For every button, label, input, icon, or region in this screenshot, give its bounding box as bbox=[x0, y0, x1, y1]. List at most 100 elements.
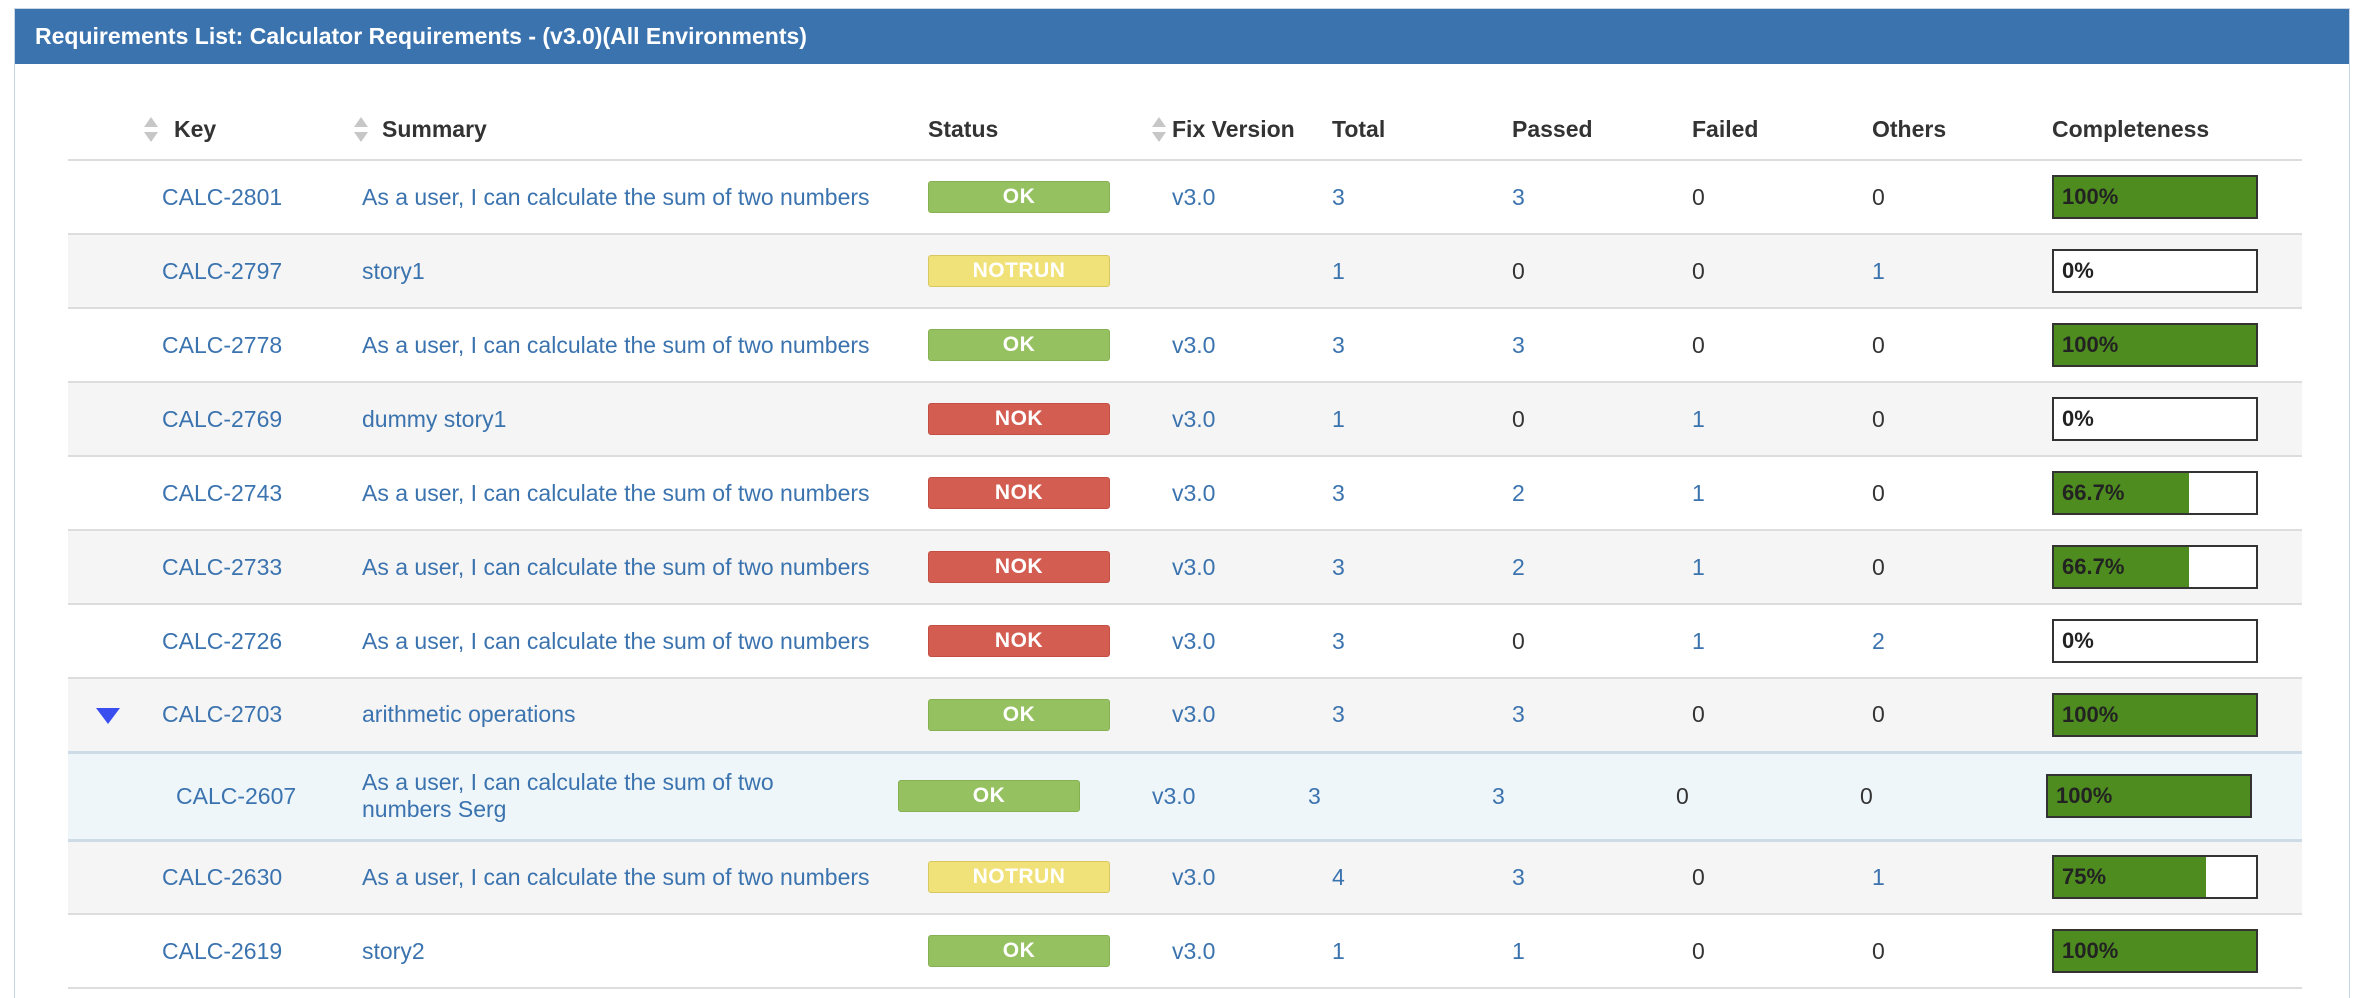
table-row: CALC-2619 story2 OK v3.0 1 1 0 0 100% bbox=[68, 914, 2302, 989]
total-count[interactable]: 3 bbox=[1332, 701, 1345, 728]
fix-version-link[interactable]: v3.0 bbox=[1172, 479, 1216, 506]
requirement-summary-link[interactable]: As a user, I can calculate the sum of tw… bbox=[362, 627, 870, 654]
others-count[interactable]: 1 bbox=[1872, 863, 1885, 890]
passed-count[interactable]: 3 bbox=[1492, 782, 1505, 809]
requirement-key-link[interactable]: CALC-2778 bbox=[162, 331, 283, 358]
fix-version-link[interactable]: v3.0 bbox=[1172, 627, 1216, 654]
total-count[interactable]: 3 bbox=[1332, 553, 1345, 580]
total-count[interactable]: 3 bbox=[1332, 627, 1345, 654]
passed-count[interactable]: 1 bbox=[1512, 937, 1525, 964]
passed-count[interactable]: 2 bbox=[1512, 479, 1525, 506]
status-cell: OK bbox=[928, 678, 1152, 753]
others-count: 0 bbox=[1872, 183, 1885, 210]
failed-count[interactable]: 1 bbox=[1692, 627, 1705, 654]
fix-version-link[interactable]: v3.0 bbox=[1152, 782, 1196, 809]
requirement-key-link[interactable]: CALC-2797 bbox=[162, 257, 283, 284]
requirement-key-link[interactable]: CALC-2743 bbox=[162, 479, 283, 506]
others-count[interactable]: 2 bbox=[1872, 627, 1885, 654]
passed-cell: 3 bbox=[1512, 308, 1692, 383]
completeness-fill bbox=[2054, 325, 2256, 365]
summary-header-label: Summary bbox=[382, 116, 487, 142]
fix-version-cell: v3.0 bbox=[1152, 308, 1332, 383]
fix-version-link[interactable]: v3.0 bbox=[1172, 183, 1216, 210]
requirement-summary-link[interactable]: story1 bbox=[362, 257, 425, 284]
failed-count[interactable]: 1 bbox=[1692, 405, 1705, 432]
table-row: CALC-2607 As a user, I can calculate the … bbox=[68, 750, 2302, 842]
expander-cell bbox=[68, 234, 162, 309]
total-count[interactable]: 1 bbox=[1332, 257, 1345, 284]
requirement-summary-link[interactable]: story2 bbox=[362, 937, 425, 964]
sort-icon[interactable] bbox=[354, 116, 368, 144]
passed-count: 0 bbox=[1512, 405, 1525, 432]
total-count[interactable]: 1 bbox=[1332, 405, 1345, 432]
requirement-key-link[interactable]: CALC-2630 bbox=[162, 863, 283, 890]
passed-count[interactable]: 3 bbox=[1512, 183, 1525, 210]
summary-column-header[interactable]: Summary bbox=[354, 100, 928, 161]
status-cell: OK bbox=[928, 914, 1152, 989]
status-badge: OK bbox=[928, 698, 1110, 731]
requirement-summary-link[interactable]: arithmetic operations bbox=[362, 701, 576, 728]
summary-cell: As a user, I can calculate the sum of tw… bbox=[362, 456, 928, 531]
passed-count[interactable]: 3 bbox=[1512, 701, 1525, 728]
key-cell: CALC-2743 bbox=[162, 456, 362, 531]
passed-count[interactable]: 2 bbox=[1512, 553, 1525, 580]
passed-cell: 3 bbox=[1492, 750, 1692, 842]
passed-cell: 2 bbox=[1512, 530, 1692, 605]
requirement-summary-link[interactable]: As a user, I can calculate the sum of tw… bbox=[362, 553, 870, 580]
summary-cell: As a user, I can calculate the sum of tw… bbox=[362, 308, 928, 383]
requirement-key-link[interactable]: CALC-2703 bbox=[162, 701, 283, 728]
others-count[interactable]: 1 bbox=[1872, 257, 1885, 284]
status-cell: OK bbox=[928, 160, 1152, 235]
total-count[interactable]: 3 bbox=[1332, 183, 1345, 210]
failed-header-label: Failed bbox=[1692, 116, 1759, 142]
fix-version-link[interactable]: v3.0 bbox=[1172, 553, 1216, 580]
passed-count[interactable]: 3 bbox=[1512, 331, 1525, 358]
sort-icon[interactable] bbox=[144, 116, 158, 144]
sort-icon[interactable] bbox=[1152, 116, 1166, 144]
key-cell: CALC-2801 bbox=[162, 160, 362, 235]
requirement-summary-link[interactable]: As a user, I can calculate the sum of tw… bbox=[362, 183, 870, 210]
total-count[interactable]: 3 bbox=[1332, 331, 1345, 358]
requirement-key-link[interactable]: CALC-2733 bbox=[162, 553, 283, 580]
completeness-bar: 100% bbox=[2052, 175, 2258, 219]
fix-version-link[interactable]: v3.0 bbox=[1172, 701, 1216, 728]
requirement-summary-link[interactable]: As a user, I can calculate the sum of tw… bbox=[362, 331, 870, 358]
fix-version-link[interactable]: v3.0 bbox=[1172, 937, 1216, 964]
completeness-label: 75% bbox=[2062, 864, 2107, 890]
total-count[interactable]: 3 bbox=[1332, 479, 1345, 506]
requirement-key-link[interactable]: CALC-2801 bbox=[162, 183, 283, 210]
total-count[interactable]: 3 bbox=[1308, 782, 1321, 809]
requirement-key-link[interactable]: CALC-2769 bbox=[162, 405, 283, 432]
total-count[interactable]: 1 bbox=[1332, 937, 1345, 964]
others-cell: 0 bbox=[1872, 308, 2052, 383]
passed-header-label: Passed bbox=[1512, 116, 1593, 142]
passed-count[interactable]: 3 bbox=[1512, 863, 1525, 890]
completeness-label: 66.7% bbox=[2062, 480, 2125, 505]
failed-count[interactable]: 1 bbox=[1692, 479, 1705, 506]
failed-cell: 0 bbox=[1692, 914, 1872, 989]
fix-version-cell: v3.0 bbox=[1152, 604, 1332, 679]
expand-triangle-icon[interactable] bbox=[96, 708, 120, 725]
total-count[interactable]: 4 bbox=[1332, 863, 1345, 890]
key-column-header[interactable]: Key bbox=[144, 100, 362, 161]
completeness-cell: 100% bbox=[2052, 678, 2302, 753]
requirement-key-link[interactable]: CALC-2607 bbox=[176, 782, 297, 809]
others-cell: 0 bbox=[1872, 678, 2052, 753]
status-cell: NOK bbox=[928, 604, 1152, 679]
fix-version-link[interactable]: v3.0 bbox=[1172, 405, 1216, 432]
fix-version-cell: v3.0 bbox=[1152, 382, 1332, 457]
fix-version-column-header[interactable]: Fix Version bbox=[1152, 100, 1332, 161]
fix-version-link[interactable]: v3.0 bbox=[1172, 331, 1216, 358]
total-cell: 1 bbox=[1332, 382, 1512, 457]
status-badge: OK bbox=[928, 329, 1110, 361]
requirement-summary-link[interactable]: As a user, I can calculate the sum of tw… bbox=[362, 769, 774, 822]
requirement-summary-link[interactable]: As a user, I can calculate the sum of tw… bbox=[362, 863, 870, 890]
fix-version-link[interactable]: v3.0 bbox=[1172, 863, 1216, 890]
summary-cell: story1 bbox=[362, 234, 928, 309]
requirement-key-link[interactable]: CALC-2726 bbox=[162, 627, 283, 654]
requirement-summary-link[interactable]: As a user, I can calculate the sum of tw… bbox=[362, 479, 870, 506]
failed-count: 0 bbox=[1676, 782, 1689, 809]
failed-count[interactable]: 1 bbox=[1692, 553, 1705, 580]
requirement-summary-link[interactable]: dummy story1 bbox=[362, 405, 507, 432]
requirement-key-link[interactable]: CALC-2619 bbox=[162, 937, 283, 964]
